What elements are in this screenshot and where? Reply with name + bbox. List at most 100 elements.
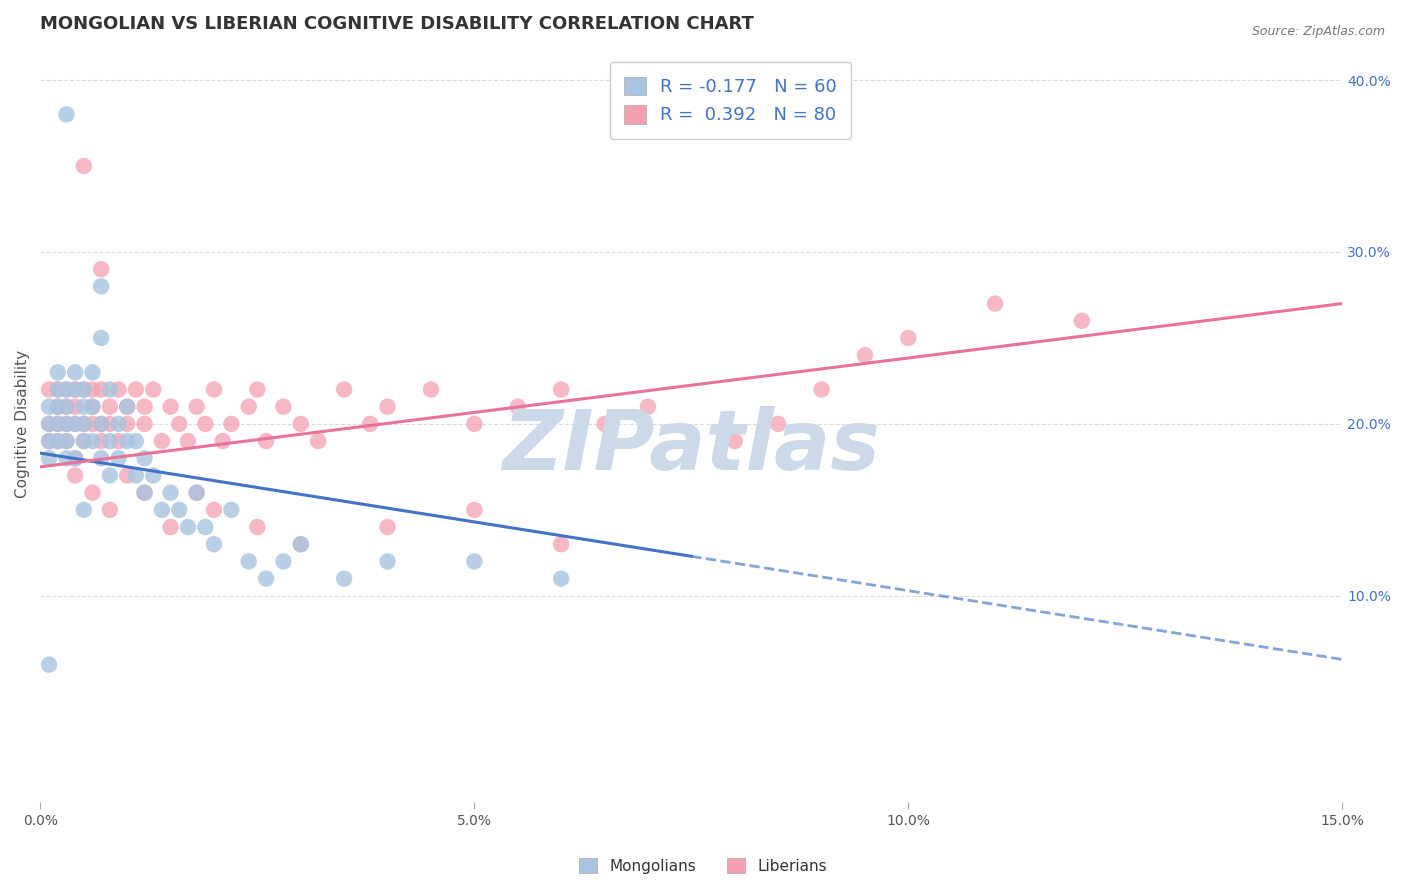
- Point: [159, 400, 181, 414]
- Point: [159, 520, 181, 534]
- Point: [63, 383, 86, 397]
- Point: [55, 383, 77, 397]
- Point: [63, 468, 86, 483]
- Point: [290, 537, 312, 551]
- Point: [107, 451, 129, 466]
- Point: [55, 400, 77, 414]
- Point: [46, 383, 69, 397]
- Point: [134, 451, 156, 466]
- Point: [333, 383, 356, 397]
- Point: [273, 554, 295, 568]
- Point: [134, 400, 156, 414]
- Point: [463, 554, 485, 568]
- Point: [55, 434, 77, 448]
- Point: [63, 365, 86, 379]
- Point: [463, 503, 485, 517]
- Point: [142, 383, 165, 397]
- Legend: R = -0.177   N = 60, R =  0.392   N = 80: R = -0.177 N = 60, R = 0.392 N = 80: [610, 62, 851, 139]
- Point: [134, 417, 156, 431]
- Point: [90, 434, 112, 448]
- Point: [98, 383, 121, 397]
- Point: [82, 383, 104, 397]
- Legend: Mongolians, Liberians: Mongolians, Liberians: [572, 852, 834, 880]
- Point: [134, 485, 156, 500]
- Point: [73, 383, 96, 397]
- Text: ZIPatlas: ZIPatlas: [502, 406, 880, 487]
- Point: [550, 383, 572, 397]
- Point: [984, 296, 1007, 310]
- Point: [194, 520, 217, 534]
- Point: [90, 279, 112, 293]
- Point: [63, 451, 86, 466]
- Point: [254, 572, 277, 586]
- Point: [82, 485, 104, 500]
- Point: [115, 417, 138, 431]
- Point: [73, 434, 96, 448]
- Point: [853, 348, 876, 362]
- Point: [202, 383, 225, 397]
- Point: [202, 503, 225, 517]
- Point: [38, 400, 60, 414]
- Point: [73, 159, 96, 173]
- Point: [38, 451, 60, 466]
- Text: Source: ZipAtlas.com: Source: ZipAtlas.com: [1251, 25, 1385, 38]
- Point: [38, 417, 60, 431]
- Point: [107, 417, 129, 431]
- Point: [177, 434, 200, 448]
- Point: [186, 400, 208, 414]
- Point: [724, 434, 747, 448]
- Point: [55, 383, 77, 397]
- Point: [46, 400, 69, 414]
- Point: [150, 434, 173, 448]
- Point: [333, 572, 356, 586]
- Point: [55, 434, 77, 448]
- Point: [82, 417, 104, 431]
- Point: [202, 537, 225, 551]
- Point: [90, 417, 112, 431]
- Point: [73, 434, 96, 448]
- Point: [637, 400, 659, 414]
- Point: [63, 417, 86, 431]
- Point: [290, 537, 312, 551]
- Point: [46, 417, 69, 431]
- Point: [550, 572, 572, 586]
- Point: [211, 434, 233, 448]
- Point: [593, 417, 616, 431]
- Point: [82, 400, 104, 414]
- Point: [377, 554, 399, 568]
- Point: [238, 400, 260, 414]
- Point: [46, 383, 69, 397]
- Point: [38, 434, 60, 448]
- Point: [550, 537, 572, 551]
- Point: [246, 520, 269, 534]
- Point: [359, 417, 381, 431]
- Point: [38, 417, 60, 431]
- Point: [134, 485, 156, 500]
- Point: [186, 485, 208, 500]
- Point: [73, 400, 96, 414]
- Point: [46, 365, 69, 379]
- Point: [55, 400, 77, 414]
- Y-axis label: Cognitive Disability: Cognitive Disability: [15, 350, 30, 498]
- Point: [98, 400, 121, 414]
- Point: [766, 417, 789, 431]
- Point: [107, 434, 129, 448]
- Point: [46, 400, 69, 414]
- Point: [38, 657, 60, 672]
- Point: [90, 383, 112, 397]
- Point: [107, 383, 129, 397]
- Point: [377, 400, 399, 414]
- Point: [420, 383, 443, 397]
- Point: [186, 485, 208, 500]
- Point: [46, 434, 69, 448]
- Point: [150, 503, 173, 517]
- Point: [90, 331, 112, 345]
- Point: [46, 417, 69, 431]
- Point: [73, 383, 96, 397]
- Point: [46, 434, 69, 448]
- Point: [73, 417, 96, 431]
- Point: [1070, 314, 1092, 328]
- Point: [115, 434, 138, 448]
- Point: [238, 554, 260, 568]
- Point: [307, 434, 329, 448]
